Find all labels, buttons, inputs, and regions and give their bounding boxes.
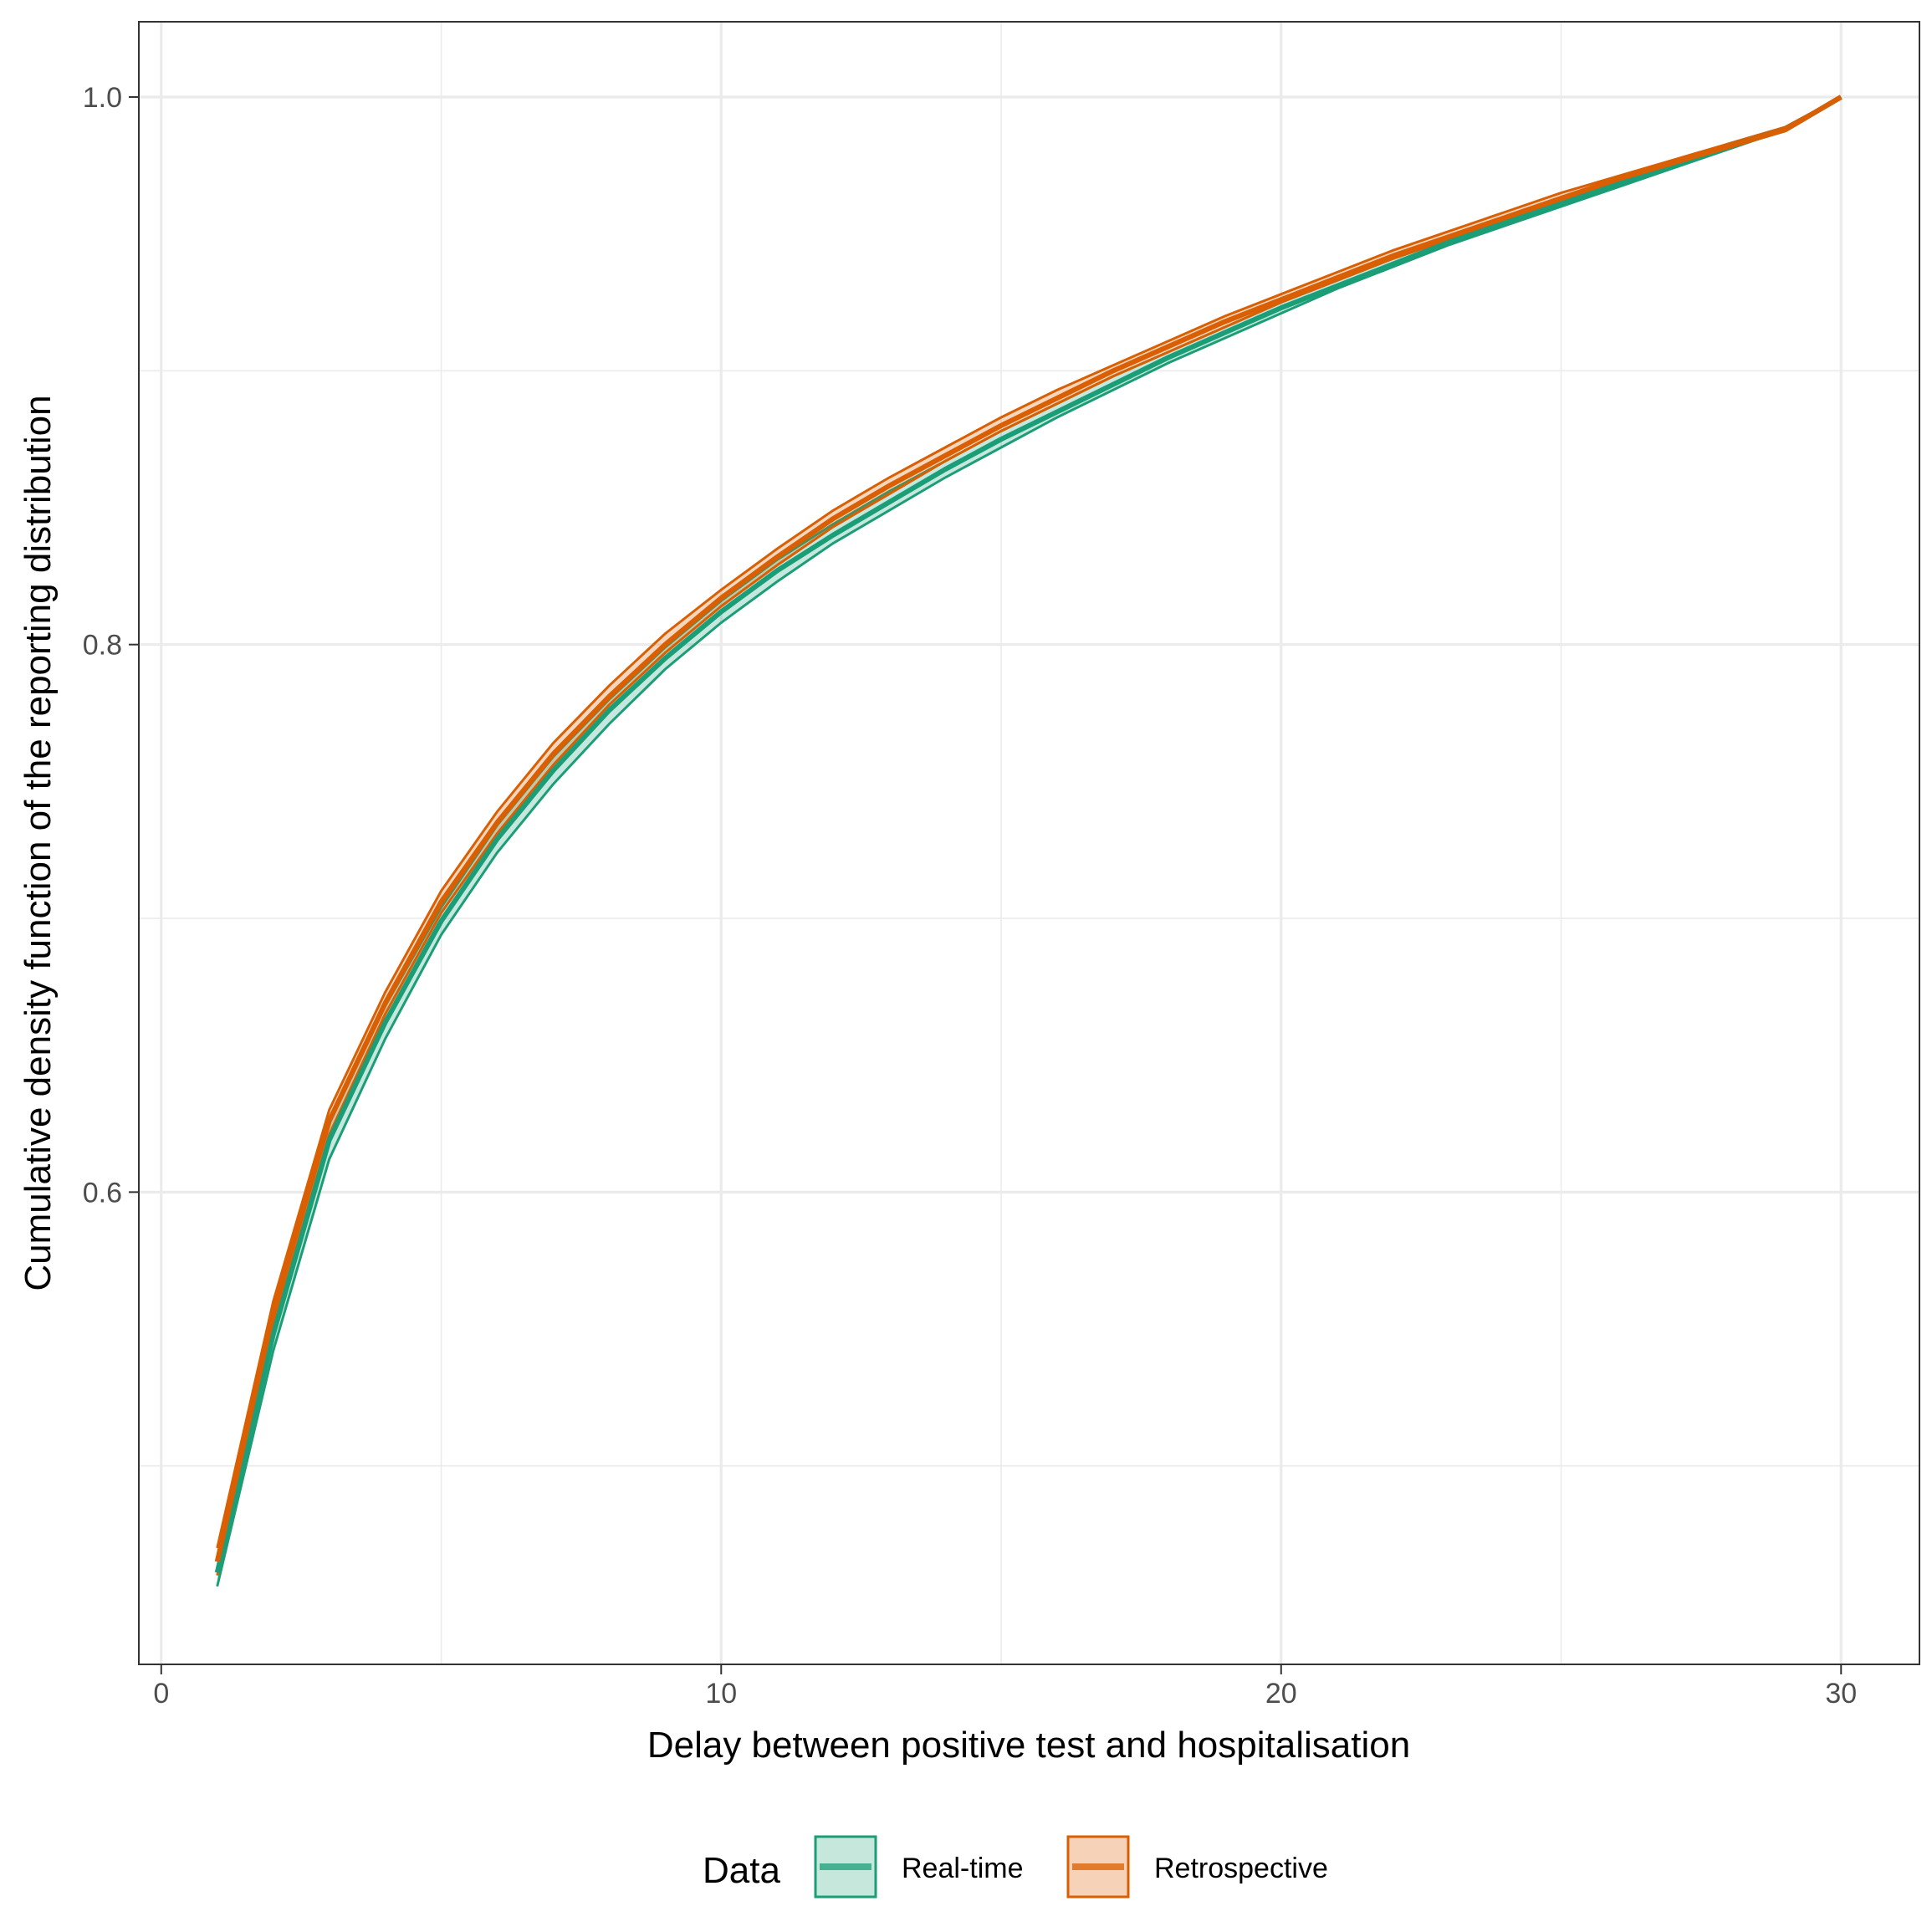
y-axis: 0.6 0.8 1.0	[83, 82, 139, 1209]
plot-panel-border	[138, 21, 1920, 1665]
y-tick-label-0.6: 0.6	[83, 1177, 122, 1209]
plot-panel-background	[139, 22, 1919, 1664]
legend-key-real-time	[814, 1835, 877, 1899]
x-tick-label-20: 20	[1265, 1678, 1297, 1710]
x-tick-label-0: 0	[153, 1678, 169, 1710]
legend: Data Real-time Retrospective	[703, 1835, 1328, 1899]
legend-title: Data	[703, 1850, 780, 1891]
series-lines	[214, 95, 1843, 1574]
y-tick-label-0.8: 0.8	[83, 630, 122, 662]
ribbon-lower-real-time	[216, 95, 1843, 1587]
x-axis-title: Delay between positive test and hospital…	[647, 1725, 1410, 1766]
legend-key-retrospective	[1066, 1835, 1130, 1899]
ribbon-upper-retrospective	[216, 95, 1842, 1549]
ribbon-lower-retrospective	[216, 95, 1843, 1576]
legend-label-retrospective: Retrospective	[1154, 1853, 1328, 1884]
grid-minor	[139, 22, 1919, 1664]
y-axis-title: Cumulative density function of the repor…	[18, 395, 59, 1291]
grid-major	[139, 22, 1919, 1664]
legend-label-real-time: Real-time	[902, 1853, 1023, 1884]
line-real-time	[214, 95, 1843, 1574]
line-retrospective	[214, 95, 1843, 1562]
x-axis: 0 10 20 30	[153, 1664, 1857, 1710]
x-tick-label-30: 30	[1825, 1678, 1857, 1710]
y-tick-label-1: 1.0	[83, 82, 122, 114]
x-tick-label-10: 10	[705, 1678, 737, 1710]
